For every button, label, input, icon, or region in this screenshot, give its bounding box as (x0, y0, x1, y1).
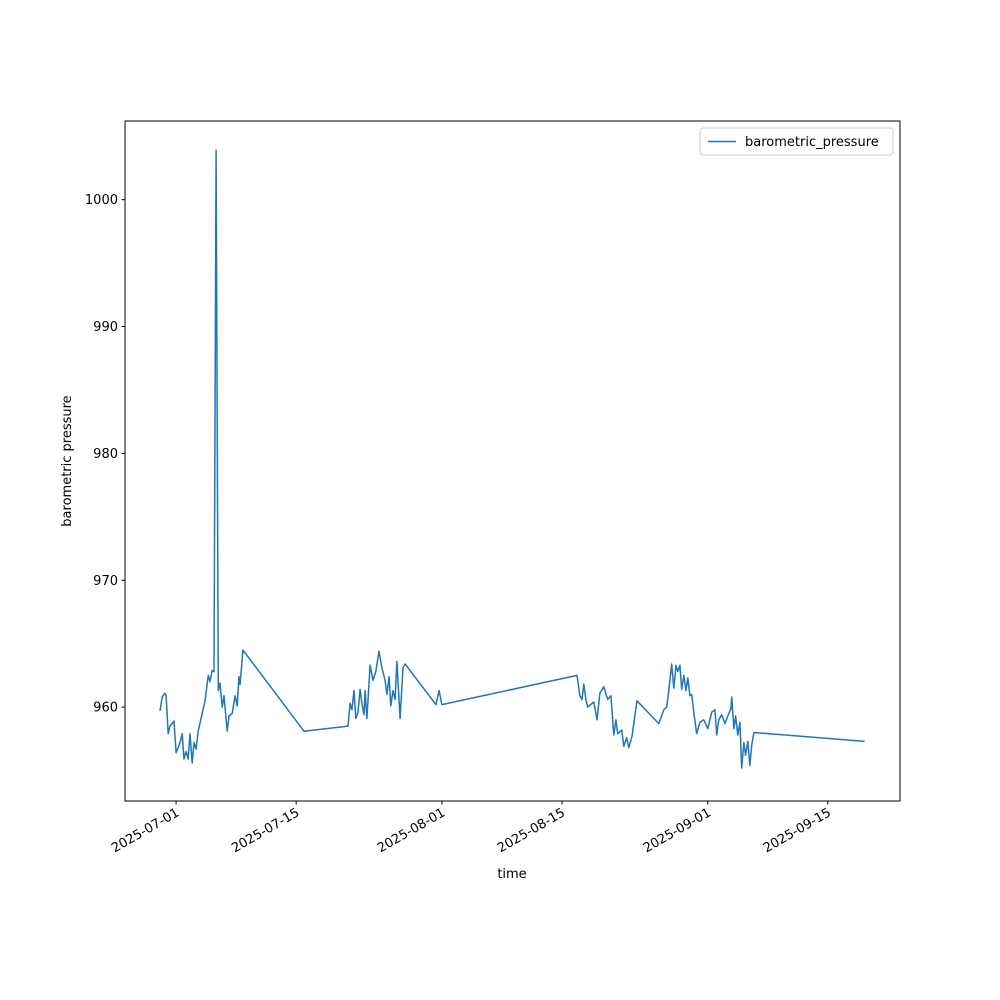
x-tick-label: 2025-08-01 (375, 805, 448, 856)
x-tick-label: 2025-07-01 (109, 805, 182, 856)
x-tick-label: 2025-07-15 (229, 805, 302, 856)
line-series (159, 149, 865, 769)
y-tick-label: 990 (93, 320, 118, 335)
y-tick-label: 960 (93, 701, 118, 716)
y-tick-label: 980 (93, 447, 118, 462)
legend-label: barometric_pressure (745, 135, 879, 150)
x-tick-label: 2025-09-15 (761, 805, 834, 856)
y-axis-label: barometric pressure (60, 395, 75, 526)
x-tick-label: 2025-08-15 (495, 805, 568, 856)
plot-frame (124, 120, 901, 802)
x-axis-label: time (497, 867, 526, 882)
y-tick-label: 970 (93, 574, 118, 589)
y-tick-label: 1000 (85, 193, 118, 208)
x-tick-label: 2025-09-01 (641, 805, 714, 856)
legend-box (699, 127, 894, 156)
